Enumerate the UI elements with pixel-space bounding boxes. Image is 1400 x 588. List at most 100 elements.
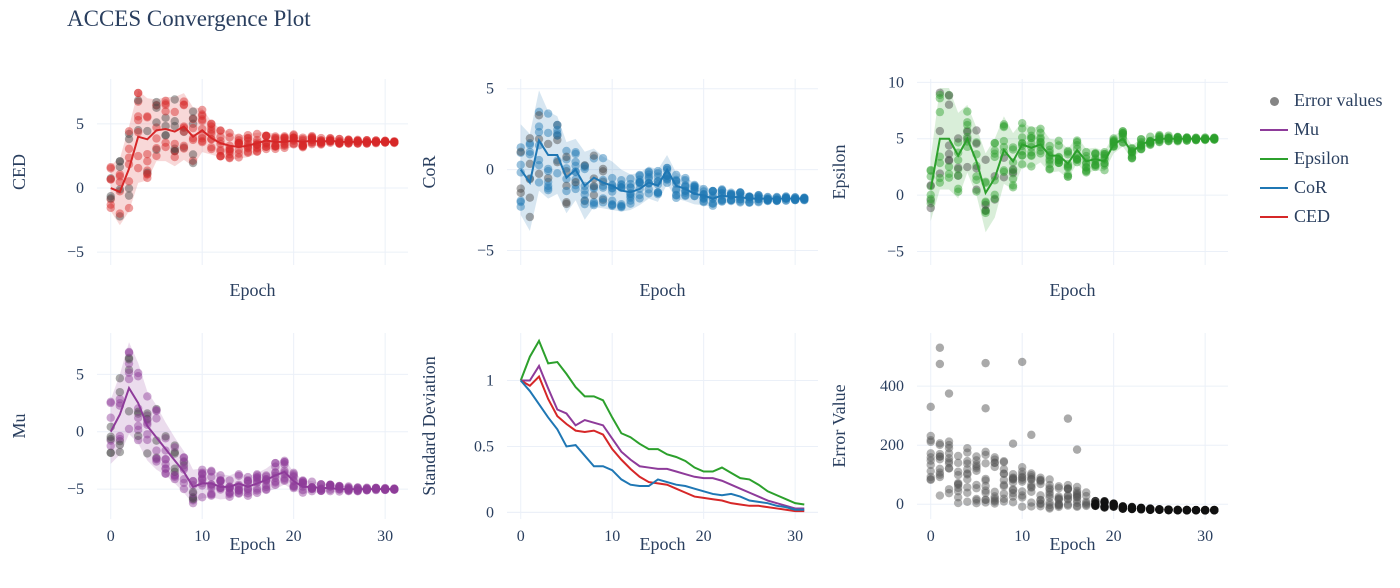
data-point bbox=[307, 477, 317, 486]
data-point bbox=[280, 457, 289, 467]
data-point bbox=[672, 190, 681, 200]
data-point bbox=[1008, 181, 1018, 190]
data-point bbox=[607, 187, 617, 196]
data-point bbox=[990, 152, 999, 162]
error-point bbox=[963, 469, 972, 478]
x-tick-label: 30 bbox=[377, 528, 393, 545]
data-point bbox=[672, 193, 681, 203]
data-point bbox=[699, 187, 708, 196]
legend: Error values Mu Epsilon CoR CED bbox=[1256, 86, 1382, 231]
error-point bbox=[1054, 502, 1063, 512]
data-point bbox=[170, 144, 179, 153]
data-point bbox=[543, 164, 553, 174]
data-point bbox=[143, 169, 152, 179]
x-axis-title: Epoch bbox=[640, 280, 686, 300]
data-point bbox=[553, 135, 562, 145]
data-point bbox=[234, 483, 243, 493]
data-point bbox=[1072, 157, 1082, 167]
error-point bbox=[1063, 484, 1073, 493]
data-point bbox=[243, 489, 253, 498]
data-point bbox=[124, 407, 134, 416]
data-point bbox=[234, 133, 243, 143]
data-point bbox=[289, 483, 298, 493]
legend-item-epsilon[interactable]: Epsilon bbox=[1256, 144, 1382, 173]
legend-item-error-values[interactable]: Error values bbox=[1256, 86, 1382, 115]
x-axis-title: Epoch bbox=[230, 280, 276, 300]
error-point bbox=[1072, 501, 1082, 511]
error-point bbox=[953, 493, 963, 502]
error-point bbox=[1036, 473, 1045, 482]
data-point bbox=[106, 175, 115, 184]
data-point bbox=[298, 136, 308, 145]
error-point bbox=[953, 478, 963, 488]
data-point bbox=[170, 470, 179, 480]
data-point bbox=[326, 480, 335, 489]
error-point bbox=[1027, 430, 1036, 440]
data-point bbox=[133, 96, 143, 105]
error-point bbox=[1063, 480, 1073, 490]
data-point bbox=[1118, 129, 1128, 138]
error-point bbox=[944, 443, 954, 453]
data-point bbox=[124, 359, 134, 368]
data-point bbox=[963, 118, 972, 127]
data-point bbox=[298, 476, 308, 485]
data-point bbox=[926, 194, 935, 204]
data-point bbox=[935, 88, 945, 97]
data-point bbox=[607, 173, 617, 183]
legend-item-mu[interactable]: Mu bbox=[1256, 115, 1382, 144]
data-point bbox=[234, 471, 243, 480]
error-point bbox=[935, 470, 945, 479]
error-point bbox=[935, 455, 945, 464]
data-point bbox=[298, 141, 308, 150]
data-point bbox=[298, 477, 308, 486]
error-point bbox=[944, 464, 954, 473]
error-point bbox=[963, 459, 972, 468]
data-point bbox=[935, 178, 945, 187]
data-point bbox=[170, 443, 179, 452]
data-point bbox=[207, 119, 216, 129]
error-point bbox=[935, 491, 945, 500]
data-point bbox=[1109, 134, 1118, 143]
error-point bbox=[990, 462, 999, 472]
data-point bbox=[926, 203, 935, 213]
data-point bbox=[152, 453, 161, 462]
error-point bbox=[926, 475, 935, 485]
data-point bbox=[326, 137, 335, 146]
data-point bbox=[999, 122, 1009, 132]
data-point bbox=[571, 184, 580, 194]
data-point bbox=[152, 405, 161, 415]
data-point bbox=[1127, 154, 1137, 163]
data-point bbox=[617, 200, 626, 209]
data-point bbox=[252, 470, 262, 479]
error-point bbox=[944, 389, 954, 398]
error-point bbox=[999, 497, 1009, 506]
data-point bbox=[1017, 118, 1027, 128]
data-point bbox=[234, 489, 243, 498]
legend-item-cor[interactable]: CoR bbox=[1256, 173, 1382, 202]
data-point bbox=[1017, 124, 1027, 133]
data-point bbox=[106, 203, 115, 213]
data-point bbox=[1136, 135, 1146, 144]
error-point bbox=[981, 358, 990, 368]
data-point bbox=[754, 190, 763, 200]
data-point bbox=[1118, 127, 1128, 136]
data-point bbox=[344, 485, 353, 495]
data-point bbox=[944, 149, 954, 159]
data-point bbox=[1210, 134, 1219, 143]
error-point bbox=[1008, 485, 1018, 494]
data-point bbox=[143, 126, 152, 136]
data-point bbox=[1036, 146, 1045, 156]
data-point bbox=[516, 184, 525, 193]
data-point bbox=[525, 139, 535, 148]
error-point bbox=[1164, 505, 1173, 515]
legend-item-ced[interactable]: CED bbox=[1256, 202, 1382, 231]
data-point bbox=[644, 167, 653, 176]
data-point bbox=[161, 113, 170, 122]
data-point bbox=[690, 182, 699, 192]
error-point bbox=[1008, 475, 1018, 484]
error-point bbox=[1054, 494, 1063, 503]
data-point bbox=[188, 114, 198, 124]
data-point bbox=[133, 163, 143, 173]
error-point bbox=[1072, 492, 1082, 502]
data-point bbox=[580, 162, 589, 172]
